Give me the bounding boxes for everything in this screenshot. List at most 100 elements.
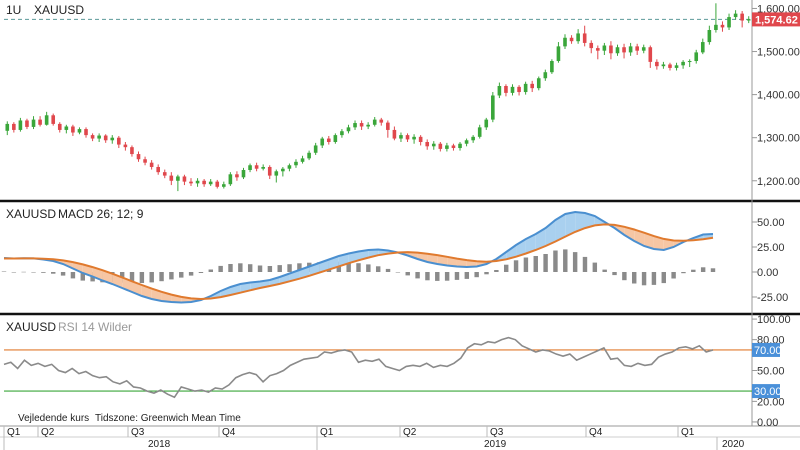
candle-body (353, 123, 357, 128)
last-price-label: 1,574.62 (755, 14, 798, 26)
rsi-upper-label: 70.00 (754, 345, 782, 357)
macd-histogram-bar (553, 250, 558, 272)
candle-body (445, 145, 449, 149)
candle (57, 122, 62, 133)
rsi-panel: 100.0080.0050.0020.000.0070.0030.00XAUUS… (3, 314, 791, 429)
macd-histogram-bar (513, 260, 519, 272)
candle-body (510, 86, 515, 93)
candle (136, 151, 141, 162)
candle-body (57, 123, 62, 130)
candle-body (38, 119, 42, 125)
macd-histogram-bar (218, 265, 223, 272)
candle-body (687, 61, 692, 63)
candle-body (615, 47, 620, 54)
candle (412, 134, 416, 144)
candle (438, 142, 443, 152)
candle (320, 136, 325, 149)
rsi-lower-label: 30.00 (754, 386, 782, 398)
candle-body (254, 165, 259, 169)
candle-body (267, 166, 272, 176)
candle (64, 124, 69, 134)
macd-histogram-bar (11, 272, 17, 273)
macd-histogram-bar (287, 264, 292, 272)
candle (372, 117, 377, 127)
candle-body (31, 119, 36, 127)
candle (392, 126, 397, 141)
candle (143, 156, 147, 166)
macd-histogram-bar (563, 249, 568, 272)
macd-histogram-bar (1, 271, 7, 272)
quarter-label: Q2 (41, 427, 55, 438)
candle (425, 139, 430, 150)
candle (563, 34, 567, 49)
candle (77, 127, 82, 135)
candle (536, 76, 541, 91)
candle (471, 135, 475, 143)
macd-histogram-bar (533, 256, 538, 272)
macd-histogram-bar (405, 272, 410, 276)
candle-body (202, 180, 206, 185)
macd-histogram-bar (208, 269, 214, 272)
candle (359, 120, 364, 130)
rsi-tick-label: 50.00 (757, 366, 785, 378)
quarter-label: Q3 (490, 427, 504, 438)
macd-histogram-bar (159, 272, 164, 282)
macd-line (3, 210, 714, 304)
candle (510, 84, 515, 96)
candle-body (609, 45, 613, 54)
macd-histogram-bar (444, 272, 450, 281)
macd-histogram-bar (612, 272, 617, 276)
macd-histogram-bar (238, 263, 243, 272)
quarter-label: Q4 (222, 427, 236, 438)
candle (313, 142, 318, 155)
candle-body (504, 86, 508, 93)
candle (543, 69, 548, 81)
candle (44, 111, 49, 126)
candle-body (477, 127, 482, 137)
candle-body (714, 24, 718, 30)
candle-body (51, 115, 56, 124)
macd-histogram-bar (247, 264, 253, 272)
macd-histogram-bar (474, 272, 479, 278)
footer-note: Vejledende kurs (18, 413, 89, 424)
candle-body (576, 33, 580, 42)
macd-histogram-bar (700, 267, 706, 272)
candle-body (392, 129, 397, 139)
candle (208, 179, 213, 186)
candle-body (425, 142, 430, 147)
candle-body (294, 161, 298, 166)
candle (622, 43, 626, 59)
candle (386, 120, 390, 138)
candle (707, 25, 712, 45)
quarter-label: Q1 (320, 427, 334, 438)
macd-tick-label: 0.00 (757, 267, 778, 279)
candle (681, 60, 685, 69)
macd-histogram-bar (366, 264, 371, 272)
macd-signal-fill (447, 256, 457, 267)
price-panel: 1,200.001,300.001,400.001,500.001,600.00… (4, 3, 800, 192)
macd-histogram-bar (198, 272, 204, 273)
candle (248, 163, 252, 173)
candle-body (556, 46, 561, 62)
candle-body (641, 47, 646, 51)
macd-histogram-bar (346, 262, 351, 272)
candle-body (543, 72, 548, 79)
macd-signal-fill (575, 212, 585, 232)
candle (504, 84, 508, 97)
candle (241, 167, 246, 180)
rsi-tick-label: 100.00 (757, 314, 791, 326)
last-price-tag (752, 12, 800, 27)
macd-histogram-bar (592, 262, 598, 272)
macd-histogram-bar (228, 264, 233, 272)
macd-histogram-bar (651, 272, 657, 285)
candle (274, 169, 279, 183)
candle (491, 92, 495, 123)
candle (431, 141, 436, 150)
candle (103, 134, 108, 143)
candle-body (700, 42, 705, 53)
macd-signal-fill (653, 236, 664, 250)
candle (90, 133, 95, 142)
candle (596, 45, 600, 60)
year-label: 2020 (722, 439, 745, 450)
candle-body (18, 120, 23, 130)
